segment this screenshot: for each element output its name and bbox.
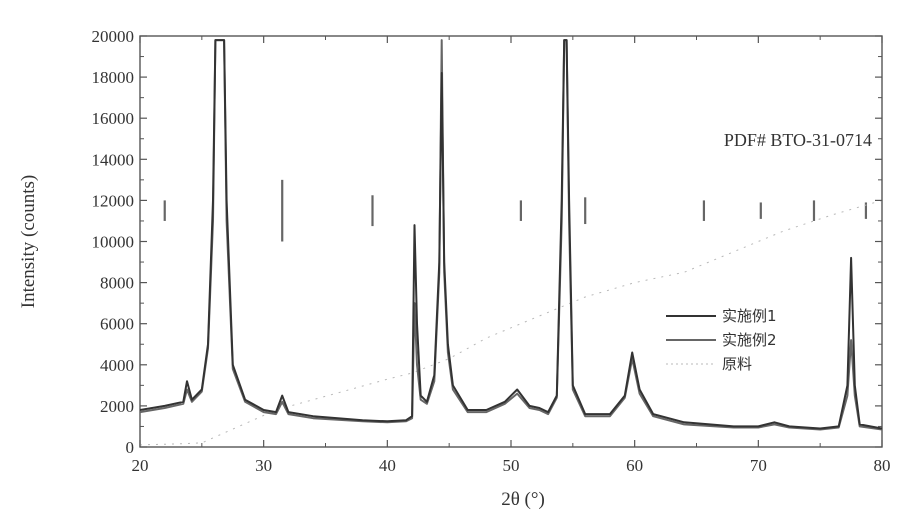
reference-lines — [163, 179, 868, 242]
y-tick-label: 8000 — [100, 274, 134, 293]
y-tick-label: 14000 — [92, 150, 135, 169]
series-layer — [140, 39, 882, 446]
plot-border — [139, 35, 883, 448]
y-tick-label: 2000 — [100, 397, 134, 416]
x-tick-label: 60 — [626, 456, 643, 475]
x-tick-label: 80 — [874, 456, 891, 475]
legend-label: 实施例2 — [722, 331, 777, 349]
y-axis-title: Intensity (counts) — [18, 175, 39, 309]
x-tick-label: 50 — [503, 456, 520, 475]
series-line — [140, 39, 882, 430]
y-tick-label: 18000 — [92, 68, 135, 87]
series-line — [140, 39, 882, 431]
y-tick-label: 0 — [126, 438, 135, 457]
axes: 20 30 40 50 60 70 80 0 2000 4000 6000 8000 10000 1200… — [92, 27, 891, 475]
legend-label: 实施例1 — [722, 307, 777, 325]
y-tick-label: 6000 — [100, 315, 134, 334]
x-axis-title: 2θ (°) — [501, 489, 545, 510]
legend: 实施例1 实施例2 原料 — [666, 307, 777, 373]
y-tick-label: 16000 — [92, 109, 135, 128]
legend-label: 原料 — [722, 355, 752, 373]
y-tick-label: 10000 — [92, 233, 135, 252]
y-tick-label: 4000 — [100, 356, 134, 375]
x-tick-label: 20 — [132, 456, 149, 475]
x-tick-label: 70 — [750, 456, 767, 475]
plot-frame — [139, 35, 883, 448]
x-tick-label: 30 — [255, 456, 272, 475]
pdf-annotation: PDF# BTO-31-0714 — [724, 130, 872, 150]
x-tick-label: 40 — [379, 456, 396, 475]
y-tick-label: 12000 — [92, 191, 135, 210]
y-tick-label: 20000 — [92, 27, 135, 46]
